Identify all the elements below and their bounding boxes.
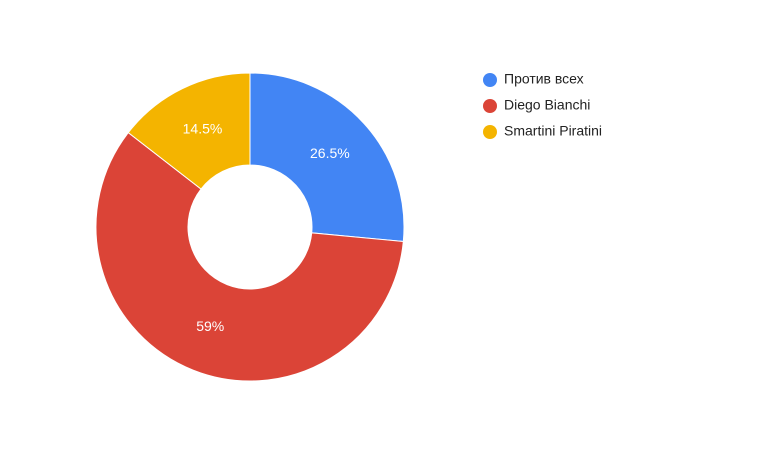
legend: Против всех Diego Bianchi Smartini Piratin… <box>483 71 602 139</box>
slice <box>127 72 251 190</box>
slices <box>95 72 405 382</box>
slice-label: 26.5% <box>310 145 350 161</box>
legend-label: Smartini Piratini <box>504 123 602 139</box>
labels: 26.5% 59% 14.5% <box>183 121 350 334</box>
slice-label: 14.5% <box>183 121 223 137</box>
legend-label: Против всех <box>504 71 584 87</box>
slice <box>95 131 404 382</box>
legend-swatch <box>483 125 497 139</box>
legend-label: Diego Bianchi <box>504 97 590 113</box>
legend-swatch <box>483 73 497 87</box>
slice <box>249 72 405 243</box>
slice-label: 59% <box>196 318 224 334</box>
legend-swatch <box>483 99 497 113</box>
